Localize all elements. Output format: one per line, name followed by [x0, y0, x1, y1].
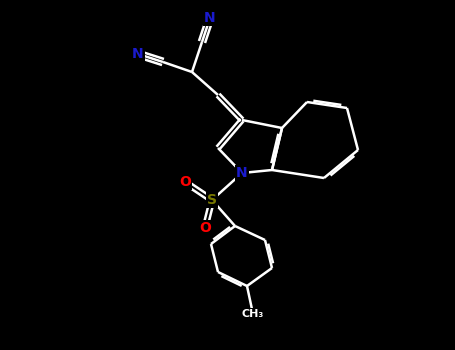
Text: O: O	[179, 175, 191, 189]
Text: O: O	[199, 221, 211, 235]
Text: N: N	[236, 166, 248, 180]
Text: N: N	[132, 47, 144, 61]
Text: CH₃: CH₃	[242, 309, 264, 319]
Text: N: N	[204, 11, 216, 25]
Text: S: S	[207, 193, 217, 207]
